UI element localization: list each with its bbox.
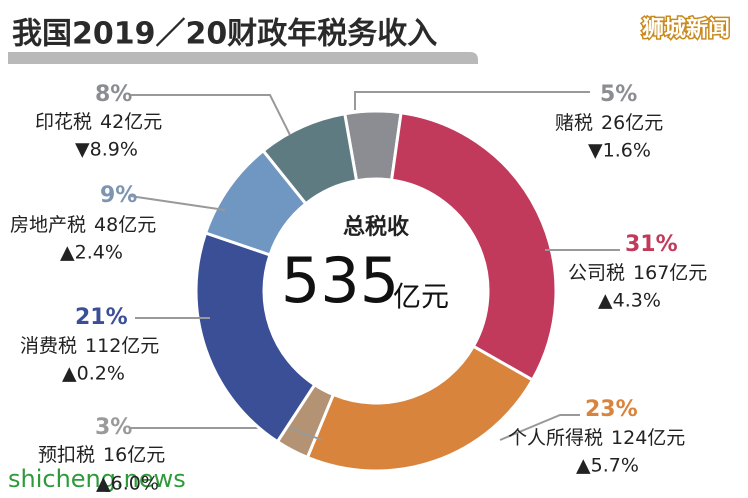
donut: 5% 赌税 26亿元 ▼1.6% 31%公司税 167亿元 ▲4.3% 23% 个人所得税 124… bbox=[10, 82, 707, 495]
category-name: 房地产税 bbox=[10, 214, 86, 236]
value-label: 3% bbox=[95, 415, 132, 440]
change-label: ▲0.2% bbox=[62, 363, 125, 385]
category-label: 预扣税 16亿元 bbox=[38, 444, 165, 466]
amount-label: 48亿元 bbox=[94, 214, 156, 236]
amount-label: 16亿元 bbox=[103, 444, 165, 466]
leader-line bbox=[129, 195, 226, 211]
value-label: 23% bbox=[585, 397, 638, 422]
amount-label: 124亿元 bbox=[611, 427, 685, 449]
amount-label: 42亿元 bbox=[100, 111, 162, 133]
category-name: 公司税 bbox=[568, 262, 625, 284]
value-label: 9% bbox=[100, 183, 137, 208]
category-label: 公司税 167亿元 bbox=[568, 262, 707, 284]
category-name: 预扣税 bbox=[38, 444, 95, 466]
change-label: ▲6.0% bbox=[96, 473, 159, 495]
change-label: ▲5.7% bbox=[576, 455, 639, 477]
category-name: 个人所得税 bbox=[508, 427, 603, 449]
leader-line bbox=[499, 414, 580, 441]
category-label: 消费税 112亿元 bbox=[20, 335, 159, 357]
donut-segment bbox=[194, 231, 317, 444]
donut-segment bbox=[389, 111, 558, 382]
donut-segment bbox=[261, 111, 359, 206]
leader-line bbox=[130, 94, 291, 136]
category-label: 印花税 42亿元 bbox=[35, 111, 162, 133]
change-label: ▼8.9% bbox=[75, 139, 138, 161]
title: 我国2019／20财政年税务收入 bbox=[12, 17, 437, 52]
center-total: 535 bbox=[281, 244, 399, 317]
category-label: 房地产税 48亿元 bbox=[10, 214, 156, 236]
change-label: ▲4.3% bbox=[598, 290, 661, 312]
category-label: 赌税 26亿元 bbox=[555, 112, 663, 134]
value-label: 8% bbox=[95, 82, 132, 107]
amount-label: 167亿元 bbox=[633, 262, 707, 284]
category-name: 消费税 bbox=[20, 335, 77, 357]
leader-line bbox=[130, 427, 323, 441]
value-label: 31% bbox=[625, 232, 678, 257]
amount-label: 112亿元 bbox=[85, 335, 159, 357]
center-unit: 亿元 bbox=[393, 280, 449, 313]
watermark: 狮城新闻 bbox=[642, 16, 730, 42]
value-label: 21% bbox=[75, 305, 128, 330]
donut-segment bbox=[305, 344, 535, 473]
change-label: ▲2.4% bbox=[60, 242, 123, 264]
leader-line bbox=[354, 91, 590, 110]
category-label: 个人所得税 124亿元 bbox=[508, 427, 685, 449]
change-label: ▼1.6% bbox=[588, 140, 651, 162]
title-underline bbox=[8, 52, 478, 64]
amount-label: 26亿元 bbox=[601, 112, 663, 134]
value-label: 5% bbox=[600, 82, 637, 107]
category-name: 印花税 bbox=[35, 111, 92, 133]
category-name: 赌税 bbox=[555, 112, 593, 134]
footer: shicheng.news bbox=[8, 465, 186, 493]
center-title: 总税收 bbox=[343, 214, 409, 240]
